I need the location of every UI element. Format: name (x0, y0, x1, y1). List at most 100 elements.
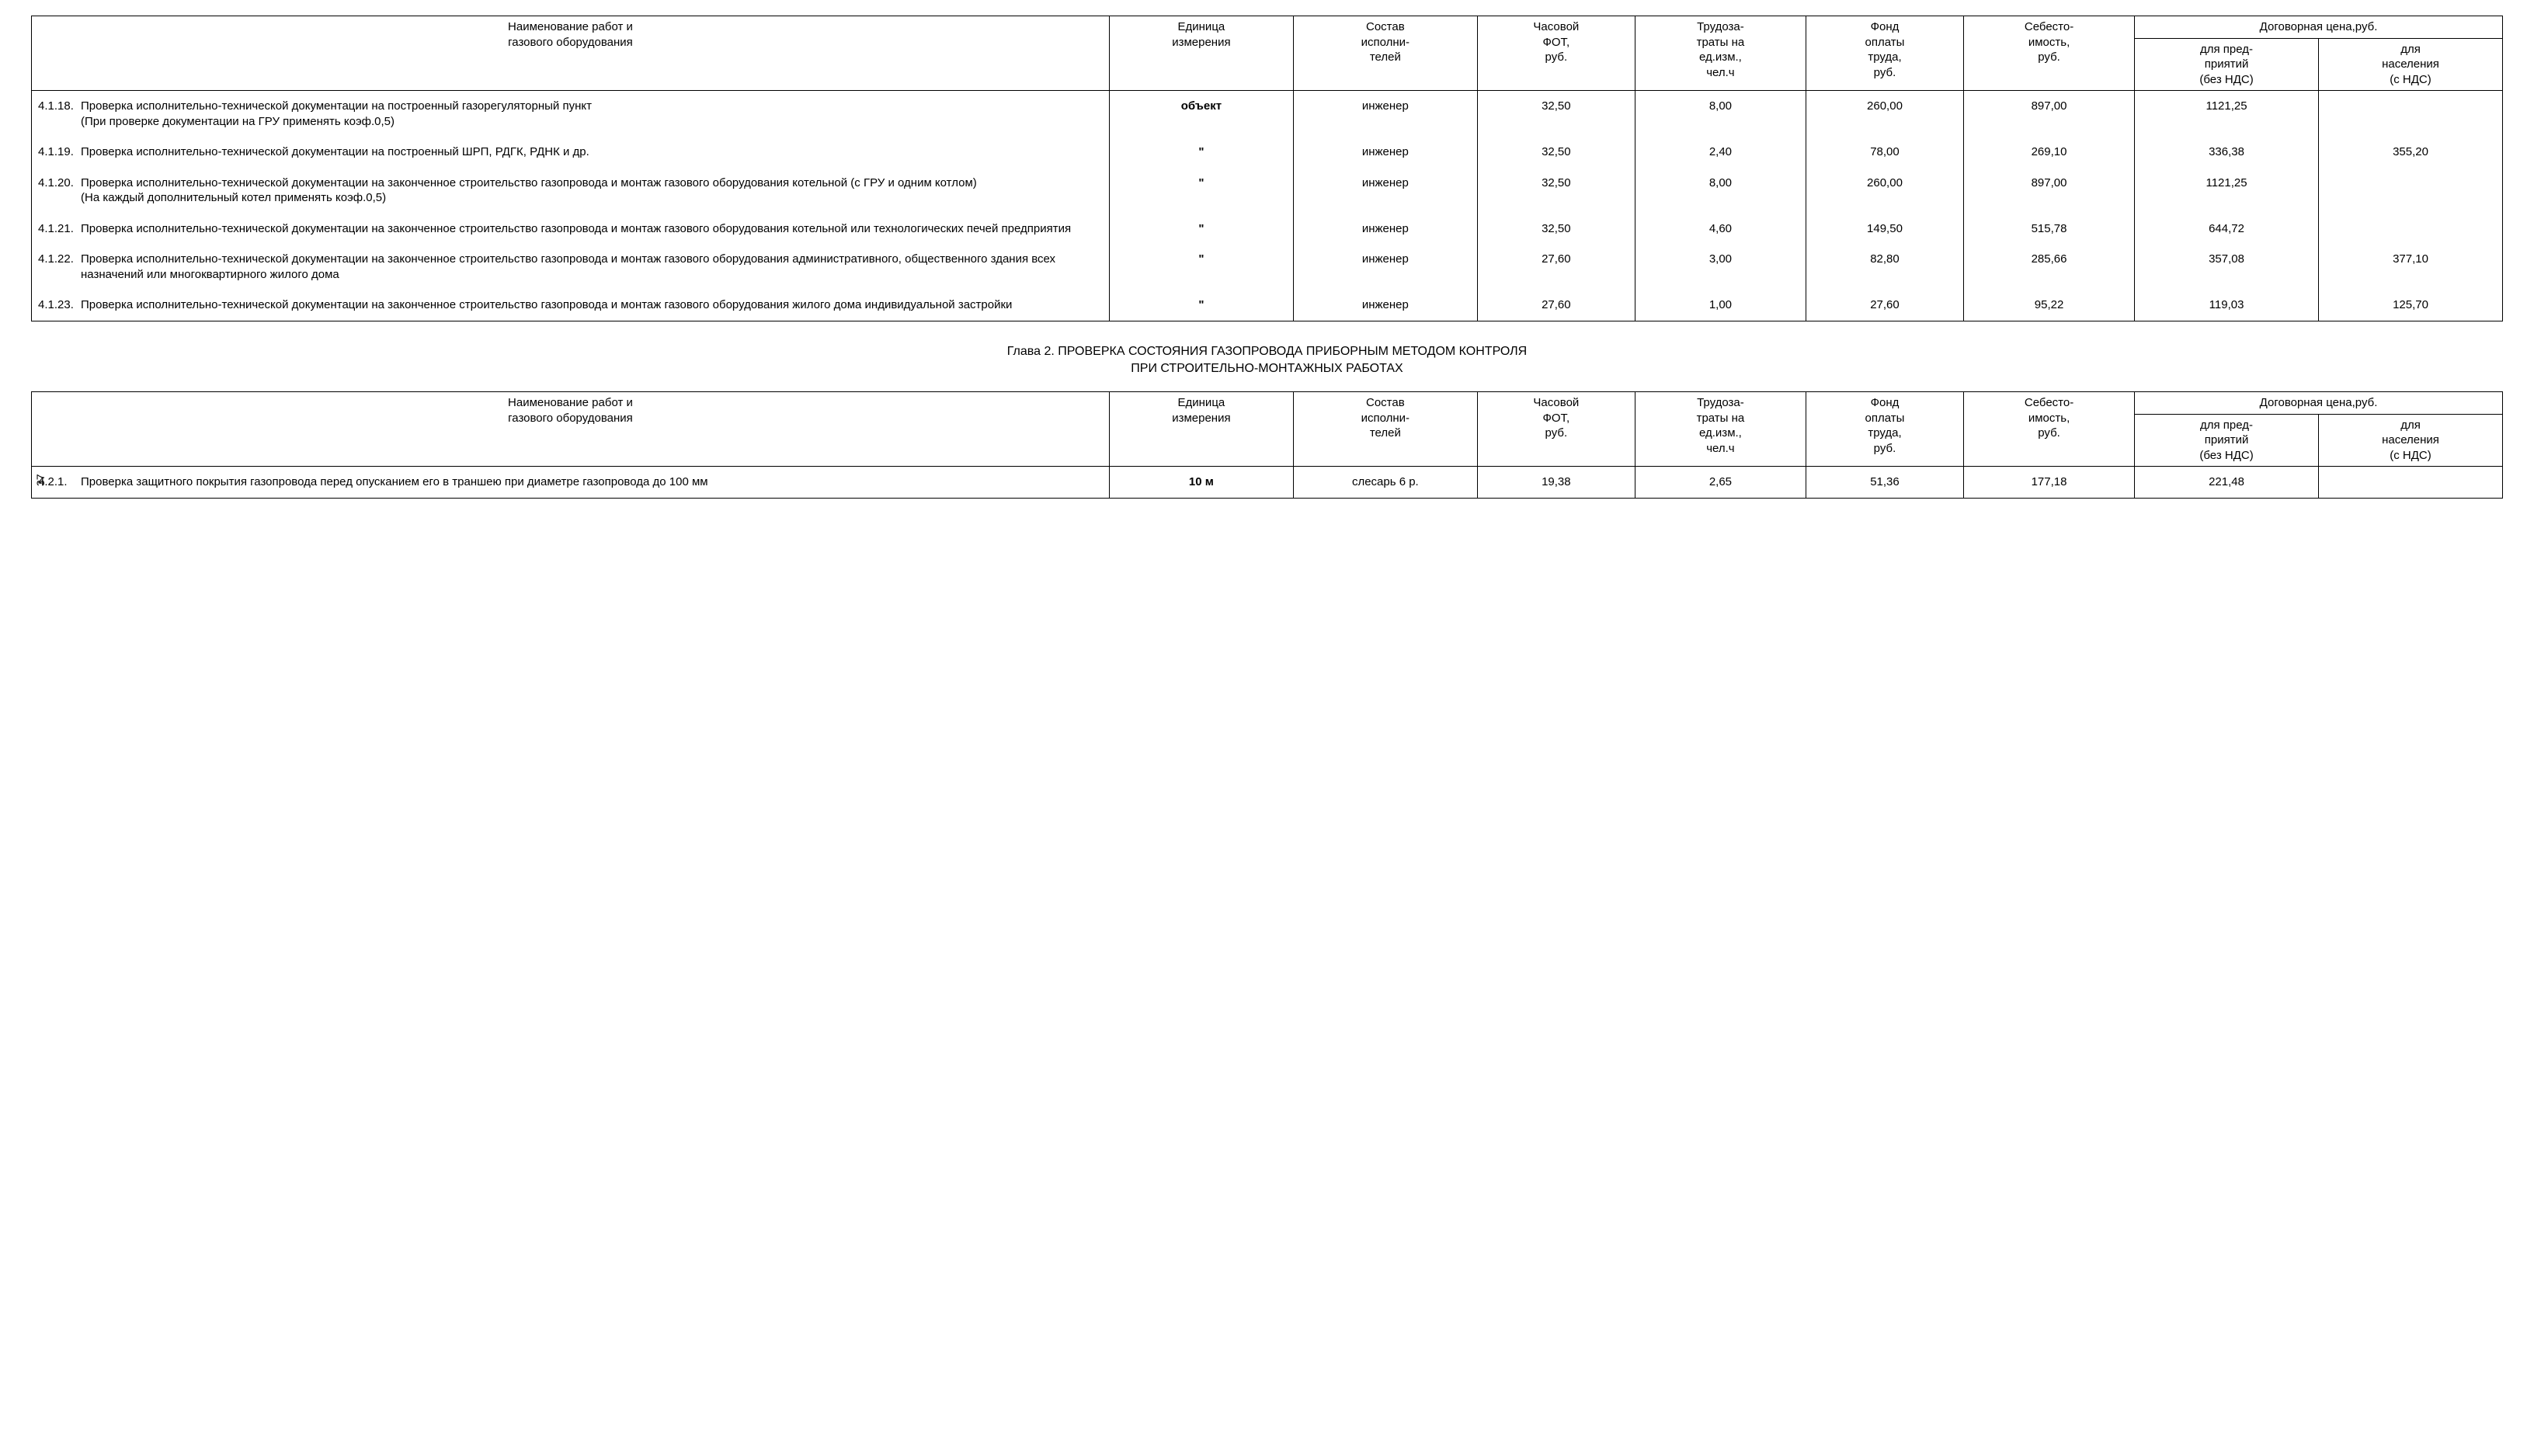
cell-name: 4.1.19.Проверка исполнительно-техническо… (32, 137, 1110, 168)
row-code: 4.1.22. (38, 252, 81, 267)
cell-unit: объект (1109, 91, 1293, 137)
cell-fot: 32,50 (1477, 91, 1635, 137)
table-row: 4.1.19.Проверка исполнительно-техническо… (32, 137, 2503, 168)
header-price2: длянаселения(с НДС) (2319, 414, 2503, 467)
row-code: 4.1.19. (38, 144, 81, 160)
header-staff: Состависполни-телей (1293, 392, 1477, 467)
header-unit: Единицаизмерения (1109, 392, 1293, 467)
header-unit: Единицаизмерения (1109, 16, 1293, 91)
cell-price1: 119,03 (2135, 290, 2319, 321)
pricing-table-1: Наименование работ игазового оборудовани… (31, 16, 2503, 321)
cell-price2 (2319, 91, 2503, 137)
row-text: Проверка исполнительно-технической докум… (81, 144, 1099, 160)
cell-labor: 8,00 (1635, 91, 1806, 137)
cell-fund: 78,00 (1806, 137, 1963, 168)
table-row: 4.2.1.Проверка защитного покрытия газопр… (32, 467, 2503, 499)
cell-fund: 149,50 (1806, 214, 1963, 245)
table-header: Наименование работ игазового оборудовани… (32, 392, 2503, 467)
cell-price2: 125,70 (2319, 290, 2503, 321)
cell-cost: 897,00 (1964, 91, 2135, 137)
cell-name: 4.2.1.Проверка защитного покрытия газопр… (32, 467, 1110, 499)
row-code: 4.1.20. (38, 175, 81, 191)
row-text: Проверка исполнительно-технической докум… (81, 252, 1099, 282)
row-code: 4.1.23. (38, 297, 81, 313)
header-price1: для пред-приятий(без НДС) (2135, 414, 2319, 467)
cell-name: 4.1.20.Проверка исполнительно-техническо… (32, 168, 1110, 214)
cell-staff: инженер (1293, 91, 1477, 137)
cell-fot: 27,60 (1477, 244, 1635, 290)
table-row: 4.1.23.Проверка исполнительно-техническо… (32, 290, 2503, 321)
table-row: 4.1.22.Проверка исполнительно-техническо… (32, 244, 2503, 290)
header-labor: Трудоза-траты наед.изм.,чел.ч (1635, 16, 1806, 91)
cell-cost: 897,00 (1964, 168, 2135, 214)
cell-fund: 82,80 (1806, 244, 1963, 290)
header-price-group: Договорная цена,руб. (2135, 392, 2503, 415)
cell-labor: 4,60 (1635, 214, 1806, 245)
row-text: Проверка исполнительно-технической докум… (81, 99, 1099, 129)
row-code: 4.1.21. (38, 221, 81, 237)
cell-fot: 32,50 (1477, 168, 1635, 214)
cell-price1: 644,72 (2135, 214, 2319, 245)
pricing-table-2: Наименование работ игазового оборудовани… (31, 391, 2503, 499)
cell-staff: инженер (1293, 168, 1477, 214)
header-fund: Фондоплатытруда,руб. (1806, 392, 1963, 467)
cell-fund: 51,36 (1806, 467, 1963, 499)
header-fot: ЧасовойФОТ,руб. (1477, 16, 1635, 91)
cell-staff: инженер (1293, 137, 1477, 168)
cell-labor: 8,00 (1635, 168, 1806, 214)
cell-name: 4.1.22.Проверка исполнительно-техническо… (32, 244, 1110, 290)
table-row: 4.1.18.Проверка исполнительно-техническо… (32, 91, 2503, 137)
cell-price2: 377,10 (2319, 244, 2503, 290)
cell-fund: 260,00 (1806, 91, 1963, 137)
cell-cost: 515,78 (1964, 214, 2135, 245)
cell-price2 (2319, 467, 2503, 499)
cell-cost: 269,10 (1964, 137, 2135, 168)
header-price1: для пред-приятий(без НДС) (2135, 38, 2319, 91)
cell-name: 4.1.21.Проверка исполнительно-техническо… (32, 214, 1110, 245)
header-staff: Состависполни-телей (1293, 16, 1477, 91)
row-code: 4.1.18. (38, 99, 81, 114)
header-cost: Себесто-имость,руб. (1964, 392, 2135, 467)
cell-cost: 95,22 (1964, 290, 2135, 321)
cell-price2: 355,20 (2319, 137, 2503, 168)
cell-staff: инженер (1293, 244, 1477, 290)
cell-price2 (2319, 214, 2503, 245)
header-price2: длянаселения(с НДС) (2319, 38, 2503, 91)
cell-name: 4.1.23.Проверка исполнительно-техническо… (32, 290, 1110, 321)
header-name: Наименование работ игазового оборудовани… (32, 16, 1110, 91)
cell-fot: 32,50 (1477, 214, 1635, 245)
cell-price1: 357,08 (2135, 244, 2319, 290)
cell-price2 (2319, 168, 2503, 214)
page-number: 37 (34, 474, 47, 486)
cell-fund: 27,60 (1806, 290, 1963, 321)
cell-fot: 19,38 (1477, 467, 1635, 499)
cell-fot: 32,50 (1477, 137, 1635, 168)
cell-name: 4.1.18.Проверка исполнительно-техническо… (32, 91, 1110, 137)
cell-unit: " (1109, 290, 1293, 321)
cell-labor: 3,00 (1635, 244, 1806, 290)
cell-fund: 260,00 (1806, 168, 1963, 214)
table-row: 4.1.20.Проверка исполнительно-техническо… (32, 168, 2503, 214)
cell-staff: инженер (1293, 214, 1477, 245)
cell-unit: " (1109, 137, 1293, 168)
header-fot: ЧасовойФОТ,руб. (1477, 392, 1635, 467)
cell-fot: 27,60 (1477, 290, 1635, 321)
row-text: Проверка исполнительно-технической докум… (81, 297, 1099, 313)
header-cost: Себесто-имость,руб. (1964, 16, 2135, 91)
chapter-title: Глава 2. ПРОВЕРКА СОСТОЯНИЯ ГАЗОПРОВОДА … (31, 343, 2503, 378)
cell-price1: 336,38 (2135, 137, 2319, 168)
header-labor: Трудоза-траты наед.изм.,чел.ч (1635, 392, 1806, 467)
table-row: 4.1.21.Проверка исполнительно-техническо… (32, 214, 2503, 245)
cell-unit: " (1109, 214, 1293, 245)
cell-unit: 10 м (1109, 467, 1293, 499)
cell-staff: слесарь 6 р. (1293, 467, 1477, 499)
cell-price1: 1121,25 (2135, 91, 2319, 137)
cell-cost: 177,18 (1964, 467, 2135, 499)
cell-labor: 1,00 (1635, 290, 1806, 321)
table-header: Наименование работ игазового оборудовани… (32, 16, 2503, 91)
row-text: Проверка защитного покрытия газопровода … (81, 474, 1099, 490)
cell-price1: 1121,25 (2135, 168, 2319, 214)
cell-labor: 2,40 (1635, 137, 1806, 168)
header-fund: Фондоплатытруда,руб. (1806, 16, 1963, 91)
cell-price1: 221,48 (2135, 467, 2319, 499)
